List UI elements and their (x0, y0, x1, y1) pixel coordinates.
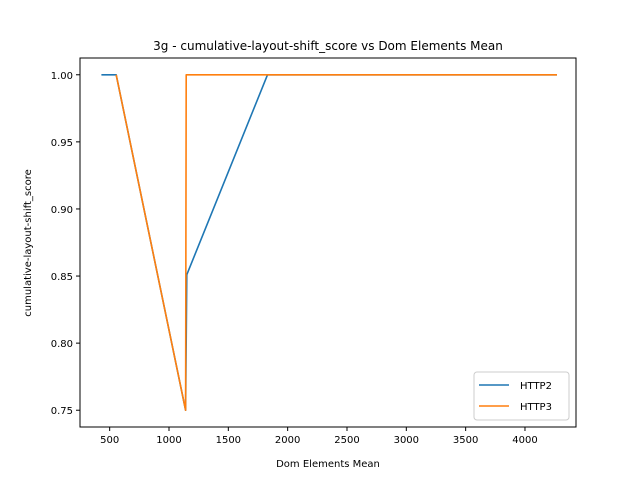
x-axis-ticks: 500 1000 1500 2000 2500 3000 3500 4000 (100, 427, 538, 446)
y-tick-label: 0.95 (51, 138, 73, 149)
legend-box (473, 371, 570, 421)
x-tick-label: 1500 (216, 435, 241, 446)
legend-label-http3: HTTP3 (520, 402, 552, 413)
legend: HTTP2 HTTP3 (473, 371, 570, 421)
y-tick-label: 0.80 (51, 339, 73, 350)
y-tick-label: 0.90 (51, 205, 73, 216)
x-axis-label: Dom Elements Mean (276, 459, 380, 470)
series-lines (101, 74, 557, 412)
y-tick-label: 0.75 (51, 406, 73, 417)
plot-frame (79, 57, 577, 428)
x-tick-label: 1000 (156, 435, 181, 446)
x-tick-label: 2500 (334, 435, 359, 446)
y-tick-label: 0.85 (51, 272, 73, 283)
x-tick-label: 3000 (394, 435, 419, 446)
x-tick-label: 500 (100, 435, 119, 446)
x-tick-label: 2000 (275, 435, 300, 446)
legend-label-http2: HTTP2 (520, 381, 552, 392)
series-line-http3 (115, 74, 557, 412)
y-axis-label: cumulative-layout-shift_score (23, 169, 34, 316)
x-tick-label: 4000 (512, 435, 537, 446)
y-tick-label: 1.00 (51, 71, 73, 82)
y-axis-ticks: 0.75 0.80 0.85 0.90 0.95 1.00 (51, 71, 80, 417)
x-tick-label: 3500 (453, 435, 478, 446)
chart-title: 3g - cumulative-layout-shift_score vs Do… (153, 39, 503, 53)
